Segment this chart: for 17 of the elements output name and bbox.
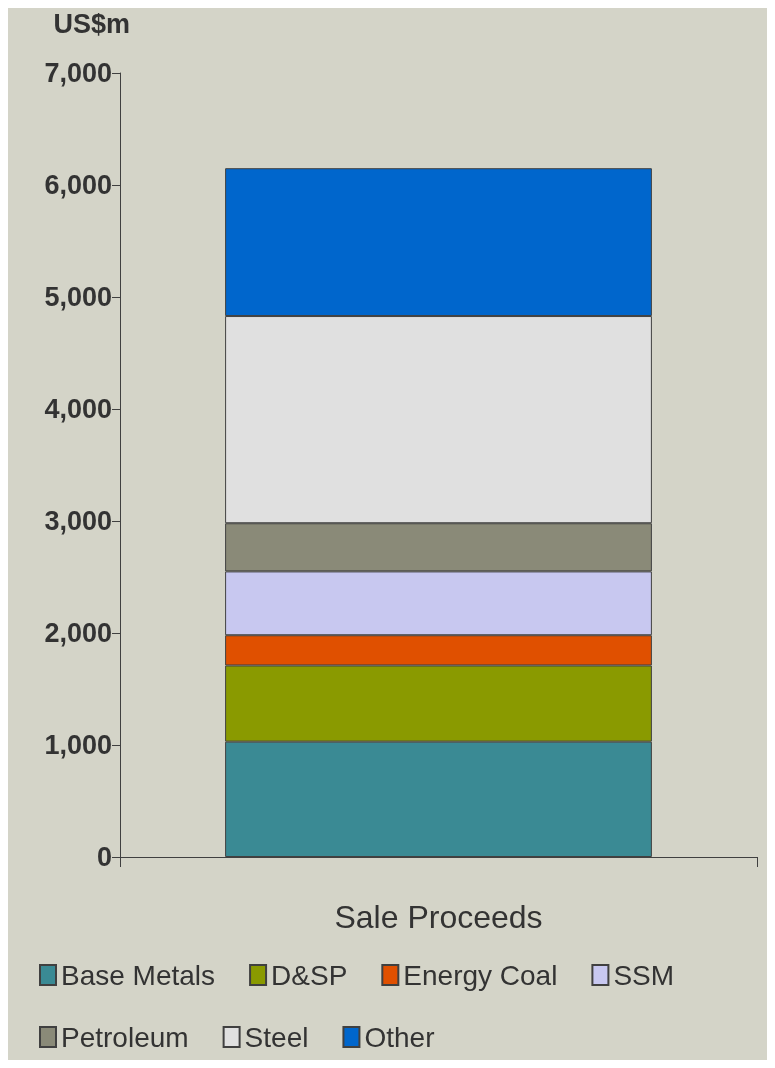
legend-label: Petroleum	[61, 1021, 189, 1053]
legend-label: Base Metals	[61, 959, 216, 991]
y-tick-label: 1,000	[44, 730, 112, 760]
y-axis-title: US$m	[53, 8, 130, 39]
y-tick-label: 3,000	[44, 506, 112, 536]
legend-label: SSM	[613, 959, 675, 991]
legend-label: Other	[364, 1021, 435, 1053]
legend-label: Energy Coal	[403, 959, 558, 991]
legend-label: Steel	[244, 1021, 309, 1053]
y-tick-label: 7,000	[44, 58, 112, 88]
y-tick-label: 2,000	[44, 618, 112, 648]
y-tick-label: 5,000	[44, 282, 112, 312]
y-tick-label: 6,000	[44, 170, 112, 200]
x-tick-label: Sale Proceeds	[334, 899, 543, 935]
y-tick-label: 0	[96, 842, 112, 872]
legend-label: D&SP	[271, 959, 348, 991]
y-tick-label: 4,000	[44, 394, 112, 424]
